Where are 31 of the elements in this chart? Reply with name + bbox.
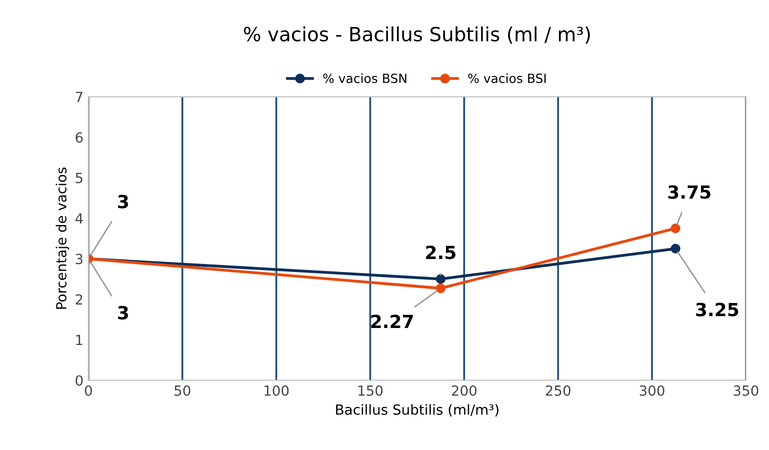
y-tick-label: 5 — [76, 172, 82, 184]
y-tick-label: 6 — [76, 132, 83, 143]
x-tick-label: 150 — [358, 385, 383, 396]
x-tick-label: 300 — [640, 385, 664, 396]
point — [436, 283, 446, 294]
x-tick-label: 50 — [174, 385, 190, 396]
data-label: 3.75 — [668, 185, 710, 199]
point — [670, 224, 680, 234]
x-tick-label: 0 — [84, 385, 92, 396]
y-tick-label: 1 — [76, 334, 82, 346]
y-axis-title: Porcentaje de vacios — [56, 168, 70, 309]
x-tick-label: 200 — [452, 385, 476, 396]
x-tick-label: 350 — [734, 385, 758, 396]
data-label: 3 — [118, 194, 128, 208]
point — [670, 244, 680, 254]
y-tick-label: 7 — [76, 92, 82, 102]
point — [436, 274, 446, 284]
legend-label: % vacios BSN — [323, 73, 406, 84]
y-tick-label: 3 — [76, 254, 82, 264]
x-tick-label: 250 — [546, 385, 570, 396]
data-label: 2.27 — [371, 314, 413, 328]
x-axis-title: Bacillus Subtilis (ml/m³) — [336, 404, 498, 416]
data-label: 3 — [118, 306, 128, 320]
data-label: 3.25 — [696, 302, 738, 316]
y-tick-label: 2 — [76, 294, 82, 305]
y-tick-label: 0 — [76, 375, 83, 386]
x-tick-label: 100 — [264, 385, 289, 396]
y-tick-label: 4 — [75, 213, 83, 224]
chart-title: % vacios - Bacillus Subtilis (ml / m³) — [244, 26, 590, 44]
legend-label: % vacios BSI — [468, 73, 546, 84]
data-label: 2.5 — [426, 246, 456, 260]
